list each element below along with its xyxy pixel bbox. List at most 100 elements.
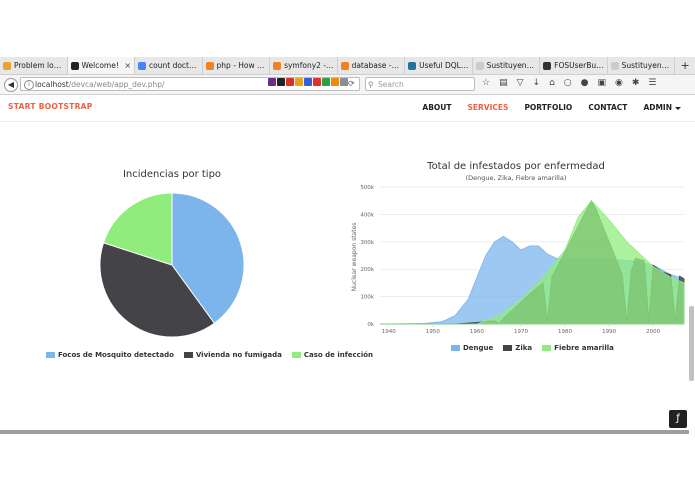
legend-label: Focos de Mosquito detectado: [58, 351, 174, 359]
browser-tab[interactable]: FOSUserBun...: [540, 57, 608, 74]
legend-swatch: [451, 345, 460, 351]
info-icon[interactable]: i: [24, 80, 34, 90]
menu-item-contact[interactable]: CONTACT: [588, 103, 628, 112]
tab-favicon-icon: [3, 61, 11, 70]
tab-label: Sustituyendo las ...: [486, 61, 537, 70]
legend-item[interactable]: Zika: [503, 344, 532, 352]
reading-list-icon[interactable]: ▤: [499, 78, 508, 88]
bookmark-star-icon[interactable]: ☆: [482, 78, 491, 88]
pie-chart: Incidencias por tipo: [99, 169, 245, 338]
url-host: localhost: [35, 80, 69, 89]
browser-tab[interactable]: count doctrin...: [135, 57, 203, 74]
x-tick-label: 1950: [426, 329, 440, 335]
legend-item[interactable]: Focos de Mosquito detectado: [46, 351, 174, 359]
search-box[interactable]: ⚲ Search: [365, 77, 475, 91]
y-tick-label: 200k: [360, 267, 374, 273]
symfony-toolbar-icon[interactable]: ƒ: [669, 410, 687, 428]
area-series-fiebre-amarilla[interactable]: [380, 200, 685, 325]
tab-label: Problem loa...: [14, 61, 64, 70]
browser-tab[interactable]: database - S...: [338, 57, 406, 74]
legend-label: Caso de infección: [303, 351, 374, 359]
legend-item[interactable]: Dengue: [451, 344, 493, 352]
browser-tab[interactable]: Problem loa...: [0, 57, 68, 74]
tab-favicon-icon: [408, 61, 417, 70]
site-navbar: START BOOTSTRAP ABOUT SERVICES PORTFOLIO…: [0, 95, 695, 122]
browser-tab[interactable]: Welcome! ×: [67, 57, 136, 74]
browser-tab[interactable]: Sustituyendo las ...: [473, 57, 541, 74]
browser-navigation-bar: ◀ i localhost/devca/web/app_dev.php/ ⟳ ⚲…: [0, 75, 695, 95]
site-menu: ABOUT SERVICES PORTFOLIO CONTACT ADMIN: [422, 103, 681, 112]
chat-icon[interactable]: ○: [563, 78, 572, 88]
pocket-icon[interactable]: ▽: [516, 78, 524, 88]
legend-swatch: [46, 352, 55, 358]
tab-label: symfony2 - ...: [284, 61, 334, 70]
extension-icon[interactable]: [322, 78, 330, 86]
url-path: /devca/web/app_dev.php/: [68, 80, 165, 89]
tab-label: Welcome!: [81, 61, 119, 70]
browser-tab-bar: Problem loa... Welcome! × count doctrin... p…: [0, 57, 695, 75]
toolbar-icons: ☆ ▤ ▽ ↓ ⌂ ○ ● ▣ ◉ ✱ ☰: [482, 78, 657, 88]
tab-label: php - How w...: [216, 61, 267, 70]
search-icon: ⚲: [368, 80, 374, 89]
extension-icon[interactable]: [295, 78, 303, 86]
tab-favicon-icon: [138, 61, 147, 70]
x-tick-label: 2000: [646, 329, 660, 335]
extension-icon[interactable]: [277, 78, 285, 86]
legend-item[interactable]: Fiebre amarilla: [542, 344, 614, 352]
legend-item[interactable]: Caso de infección: [291, 351, 374, 359]
x-tick-label: 1970: [514, 329, 528, 335]
pie-slice[interactable]: [99, 242, 216, 338]
desktop-top-area: [0, 0, 695, 57]
tab-favicon-icon: [610, 61, 619, 70]
browser-tab[interactable]: php - How w...: [203, 57, 271, 74]
extension-icon[interactable]: [286, 78, 294, 86]
tab-favicon-icon: [543, 61, 552, 70]
tab-label: Sustituyendo los ...: [621, 61, 672, 70]
menu-item-portfolio[interactable]: PORTFOLIO: [524, 103, 573, 112]
screenshot-icon[interactable]: ▣: [597, 78, 607, 88]
area-chart: Total de infestados por enfermedad (Deng…: [351, 161, 685, 335]
legend-swatch: [183, 352, 193, 358]
skype-icon[interactable]: ●: [580, 78, 589, 88]
menu-icon[interactable]: ☰: [648, 78, 657, 88]
y-tick-label: 500k: [360, 185, 374, 191]
extension-icon[interactable]: [268, 78, 276, 86]
y-tick-label: 400k: [360, 212, 374, 218]
tab-favicon-icon: [70, 61, 79, 70]
back-button[interactable]: ◀: [4, 78, 18, 92]
horizontal-scrollbar[interactable]: [0, 430, 689, 434]
menu-item-about[interactable]: ABOUT: [422, 103, 452, 112]
extension-icon[interactable]: [340, 78, 348, 86]
browser-tab[interactable]: Sustituyendo los ...: [608, 57, 676, 74]
x-tick-label: 1980: [558, 329, 572, 335]
chart-title: Total de infestados por enfermedad: [426, 161, 605, 172]
extension-icon[interactable]: [304, 78, 312, 86]
pie-slice[interactable]: [102, 192, 173, 266]
extension-icon[interactable]: [313, 78, 321, 86]
home-icon[interactable]: ⌂: [549, 78, 555, 88]
close-tab-icon[interactable]: ×: [124, 61, 132, 70]
legend-label: Fiebre amarilla: [554, 344, 614, 352]
x-tick-label: 1960: [470, 329, 484, 335]
legend-swatch: [503, 345, 513, 351]
reload-icon[interactable]: ⟳: [348, 79, 355, 88]
vertical-scrollbar[interactable]: [689, 306, 694, 381]
download-icon[interactable]: ↓: [532, 78, 541, 88]
legend-item[interactable]: Vivienda no fumigada: [183, 351, 282, 359]
y-tick-label: 300k: [360, 240, 374, 246]
menu-item-services[interactable]: SERVICES: [467, 103, 509, 112]
pie-slice[interactable]: [171, 192, 245, 324]
addon-icon[interactable]: ◉: [615, 78, 623, 88]
extension-icon[interactable]: [331, 78, 339, 86]
browser-tab[interactable]: symfony2 - ...: [270, 57, 338, 74]
new-tab-button[interactable]: +: [680, 59, 690, 72]
tab-label: FOSUserBun...: [554, 61, 604, 70]
browser-tab[interactable]: Useful DQL ...: [405, 57, 473, 74]
search-placeholder: Search: [378, 80, 404, 89]
tools-icon[interactable]: ✱: [631, 78, 640, 88]
legend-swatch: [542, 345, 552, 351]
x-tick-label: 1990: [602, 329, 616, 335]
site-brand[interactable]: START BOOTSTRAP: [8, 102, 93, 111]
menu-item-admin[interactable]: ADMIN: [643, 103, 681, 112]
legend-label: Zika: [515, 344, 533, 352]
